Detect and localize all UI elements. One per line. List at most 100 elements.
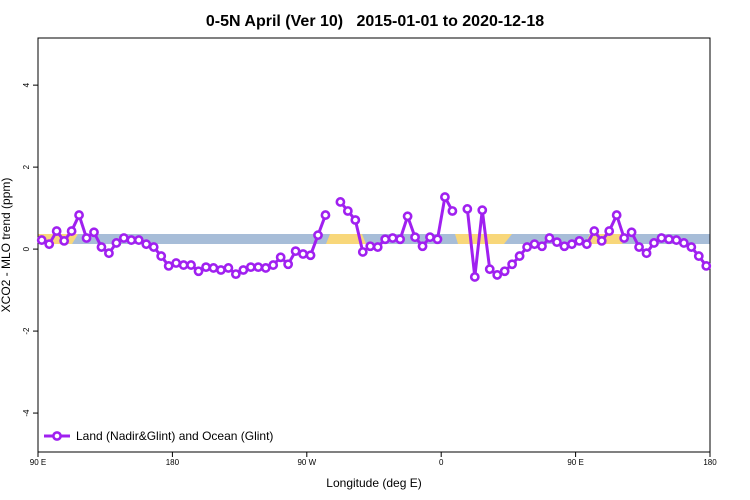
data-point [611,210,622,220]
y-tick-label: -4 [22,409,31,417]
data-point [656,233,667,243]
data-point [469,272,480,282]
data-point [44,239,55,250]
plot-frame [37,37,711,453]
data-point [552,237,562,248]
data-point [626,227,637,238]
data-point [417,241,428,252]
x-tick-label: 90 E [567,458,583,467]
data-point [171,258,182,268]
data-point [477,205,488,216]
data-point [111,238,122,248]
data-point [230,269,241,280]
data-point [104,248,114,259]
data-point [507,259,518,270]
data-point [59,236,70,246]
data-point [350,215,361,225]
data-point [365,241,376,252]
data-point [522,242,532,252]
data-point [268,260,279,270]
x-tick-label: 180 [166,458,180,467]
data-point [342,206,353,216]
data-point [499,266,510,277]
data-point [678,238,689,248]
data-point [559,241,570,252]
data-point [320,210,331,220]
land-band [585,234,628,244]
data-point [126,235,137,245]
data-point [275,252,286,263]
x-tick-label: 90 E [30,458,46,467]
data-point [156,251,167,261]
data-point [589,226,600,236]
data-point [372,242,383,252]
data-point [51,226,62,236]
data-point [596,236,607,246]
data-point [178,260,189,270]
data-point [163,261,174,271]
chart-title: 0-5N April (Ver 10) 2015-01-01 to 2020-1… [206,13,544,30]
data-point [96,242,107,252]
data-point [148,242,159,252]
data-point [335,197,346,207]
x-tick-label: 180 [703,458,717,467]
data-point [260,263,271,273]
data-point [201,262,211,273]
data-point [216,265,226,275]
data-point [529,239,540,250]
data-point [604,226,615,236]
data-point [425,232,435,243]
data-point [462,204,473,214]
x-tick-label: 90 W [297,458,316,467]
data-point [141,239,152,250]
data-point [81,233,92,243]
legend-item: Land (Nadir&Glint) and Ocean (Glint) [44,429,273,443]
data-point [440,192,450,202]
data-point [402,211,413,222]
data-point [133,235,144,245]
data-point [245,262,256,273]
data-point [395,234,406,245]
data-point [238,265,249,275]
data-point [380,234,391,245]
data-point [581,239,592,250]
y-axis-label: XCO2 - MLO trend (ppm) [0,178,13,313]
data-point [649,238,659,248]
legend-label: Land (Nadir&Glint) and Ocean (Glint) [76,429,273,443]
data-point [193,266,204,277]
data-point [566,239,577,250]
data-point [574,236,585,246]
data-point [671,235,682,245]
data-point [313,230,323,241]
data-point [484,264,495,275]
data-point [66,226,77,236]
data-point [664,234,674,245]
data-point [514,251,525,261]
data-point [492,270,503,280]
data-point [693,251,704,261]
y-tick-label: 0 [22,246,31,251]
data-point [357,247,368,257]
x-axis-label: Longitude (deg E) [326,476,421,490]
data-point [387,233,398,243]
data-point [298,249,308,259]
y-tick-label: 2 [22,164,31,169]
legend-marker [52,431,62,441]
x-tick-label: 0 [439,458,444,467]
data-point [410,232,420,243]
data-point [283,259,294,270]
ocean-band [38,234,710,244]
data-point [544,233,555,243]
data-point [641,248,652,259]
data-point [89,227,99,238]
land-band [455,234,512,244]
data-point [208,263,219,273]
data-point [686,242,697,252]
data-point [223,263,234,273]
data-point [253,262,264,273]
data-point [447,206,458,216]
data-point [619,233,630,243]
data-point [290,246,301,257]
data-point [537,241,547,252]
